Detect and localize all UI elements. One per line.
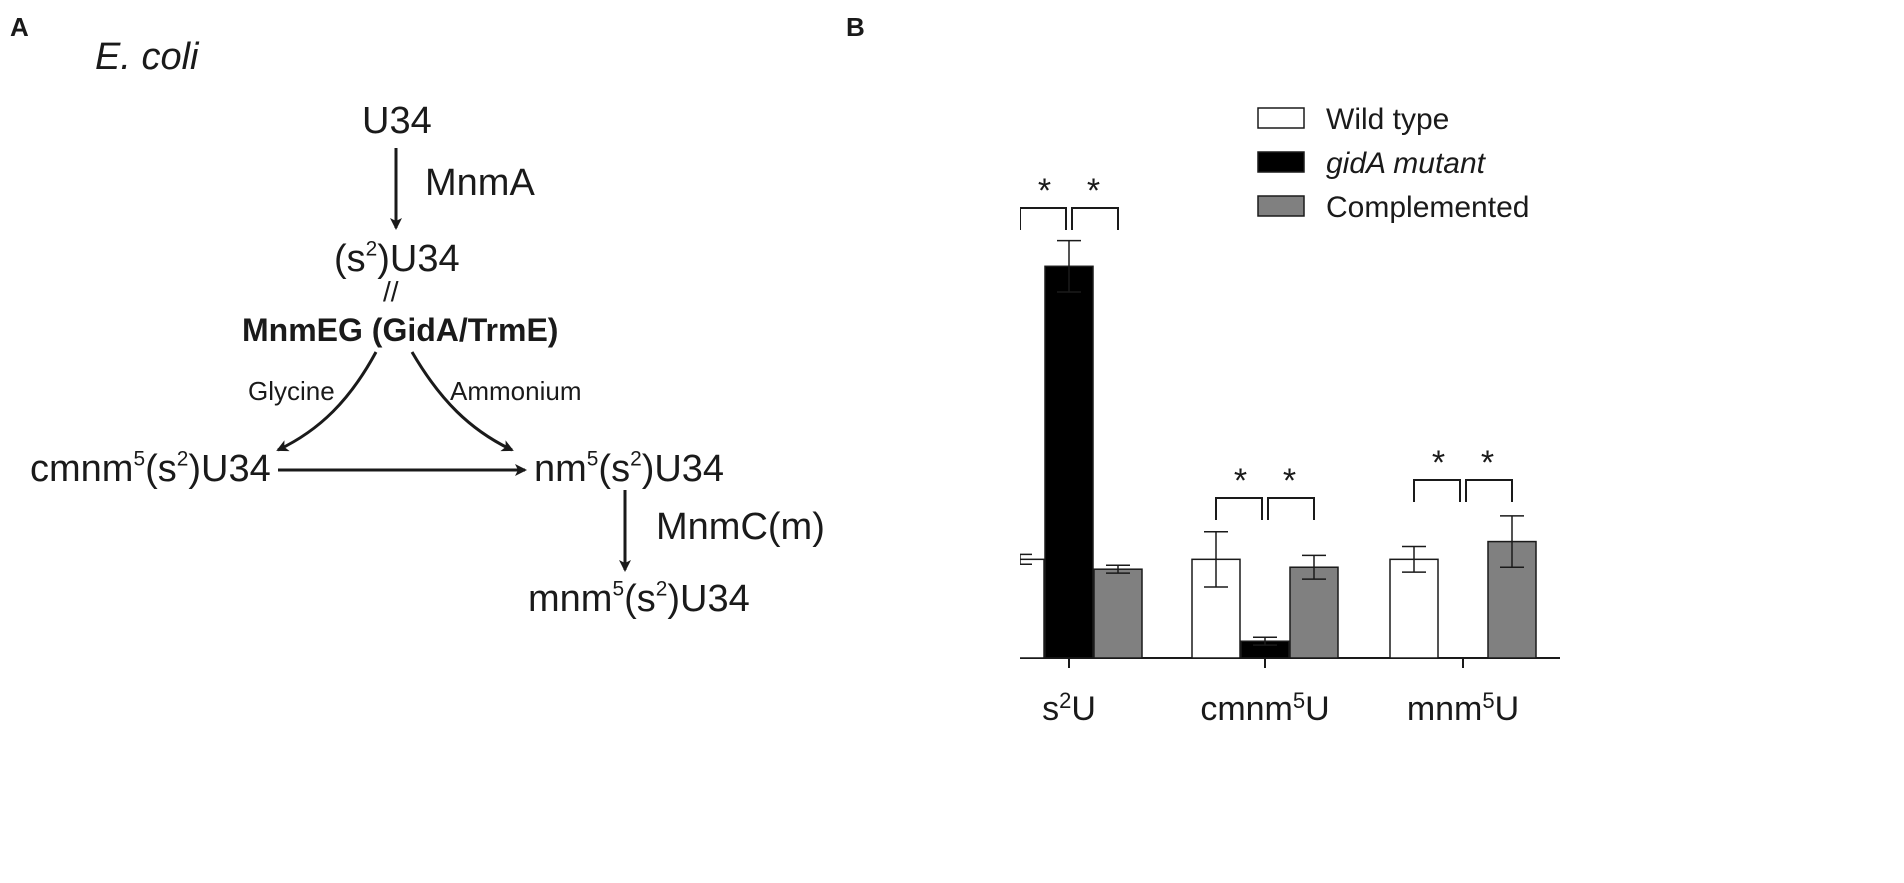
legend-swatch-0 bbox=[1257, 107, 1305, 129]
significance-star: * bbox=[1283, 462, 1296, 500]
significance-bracket bbox=[1020, 207, 1067, 230]
legend-swatch-2 bbox=[1257, 195, 1305, 217]
bar-0 bbox=[1020, 558, 1045, 659]
significance-star: * bbox=[1087, 172, 1100, 210]
panel-b-label: B bbox=[846, 12, 865, 42]
significance-bracket bbox=[1465, 479, 1513, 502]
bar-chart: 0123456Relative rN signals2Ucmnm5Umnm5U*… bbox=[1020, 103, 1560, 728]
x-tick-label: mnm5U bbox=[1407, 688, 1519, 728]
legend-swatch-1 bbox=[1257, 151, 1305, 173]
ammonium-arrow bbox=[410, 351, 514, 452]
s2u34-label: (s2)U34 bbox=[334, 237, 460, 280]
x-tick-label: cmnm5U bbox=[1200, 688, 1329, 728]
bar-1 bbox=[1044, 265, 1094, 659]
equivalence-mark: // bbox=[383, 276, 399, 307]
enzyme-label: MnmEG (GidA/TrmE) bbox=[242, 312, 559, 348]
significance-star: * bbox=[1481, 444, 1494, 482]
mnma-label: MnmA bbox=[425, 162, 535, 204]
legend-label-1: gidA mutant bbox=[1326, 147, 1487, 180]
bar-0 bbox=[1389, 558, 1439, 659]
ammonium-label: Ammonium bbox=[450, 376, 582, 406]
organism-label: E. coli bbox=[95, 36, 199, 78]
mnm-label: mnm5(s2)U34 bbox=[528, 577, 750, 620]
mnmc-label: MnmC(m) bbox=[656, 506, 825, 548]
legend-label-2: Complemented bbox=[1326, 191, 1529, 224]
bar-2 bbox=[1289, 566, 1339, 659]
pathway-diagram bbox=[276, 148, 631, 572]
bar-2 bbox=[1093, 568, 1143, 659]
legend-label-0: Wild type bbox=[1326, 103, 1449, 136]
significance-star: * bbox=[1234, 462, 1247, 500]
significance-star: * bbox=[1432, 444, 1445, 482]
x-tick-label: s2U bbox=[1042, 688, 1096, 728]
significance-bracket bbox=[1267, 497, 1315, 520]
significance-star: * bbox=[1038, 172, 1051, 210]
glycine-label: Glycine bbox=[248, 376, 335, 406]
significance-bracket bbox=[1413, 479, 1461, 502]
significance-bracket bbox=[1071, 207, 1119, 230]
u34-label: U34 bbox=[362, 100, 432, 142]
panel-a-label: A bbox=[10, 12, 29, 42]
cmnm-label: cmnm5(s2)U34 bbox=[30, 447, 271, 490]
nm-label: nm5(s2)U34 bbox=[534, 447, 725, 490]
glycine-arrow bbox=[276, 351, 378, 452]
significance-bracket bbox=[1215, 497, 1263, 520]
